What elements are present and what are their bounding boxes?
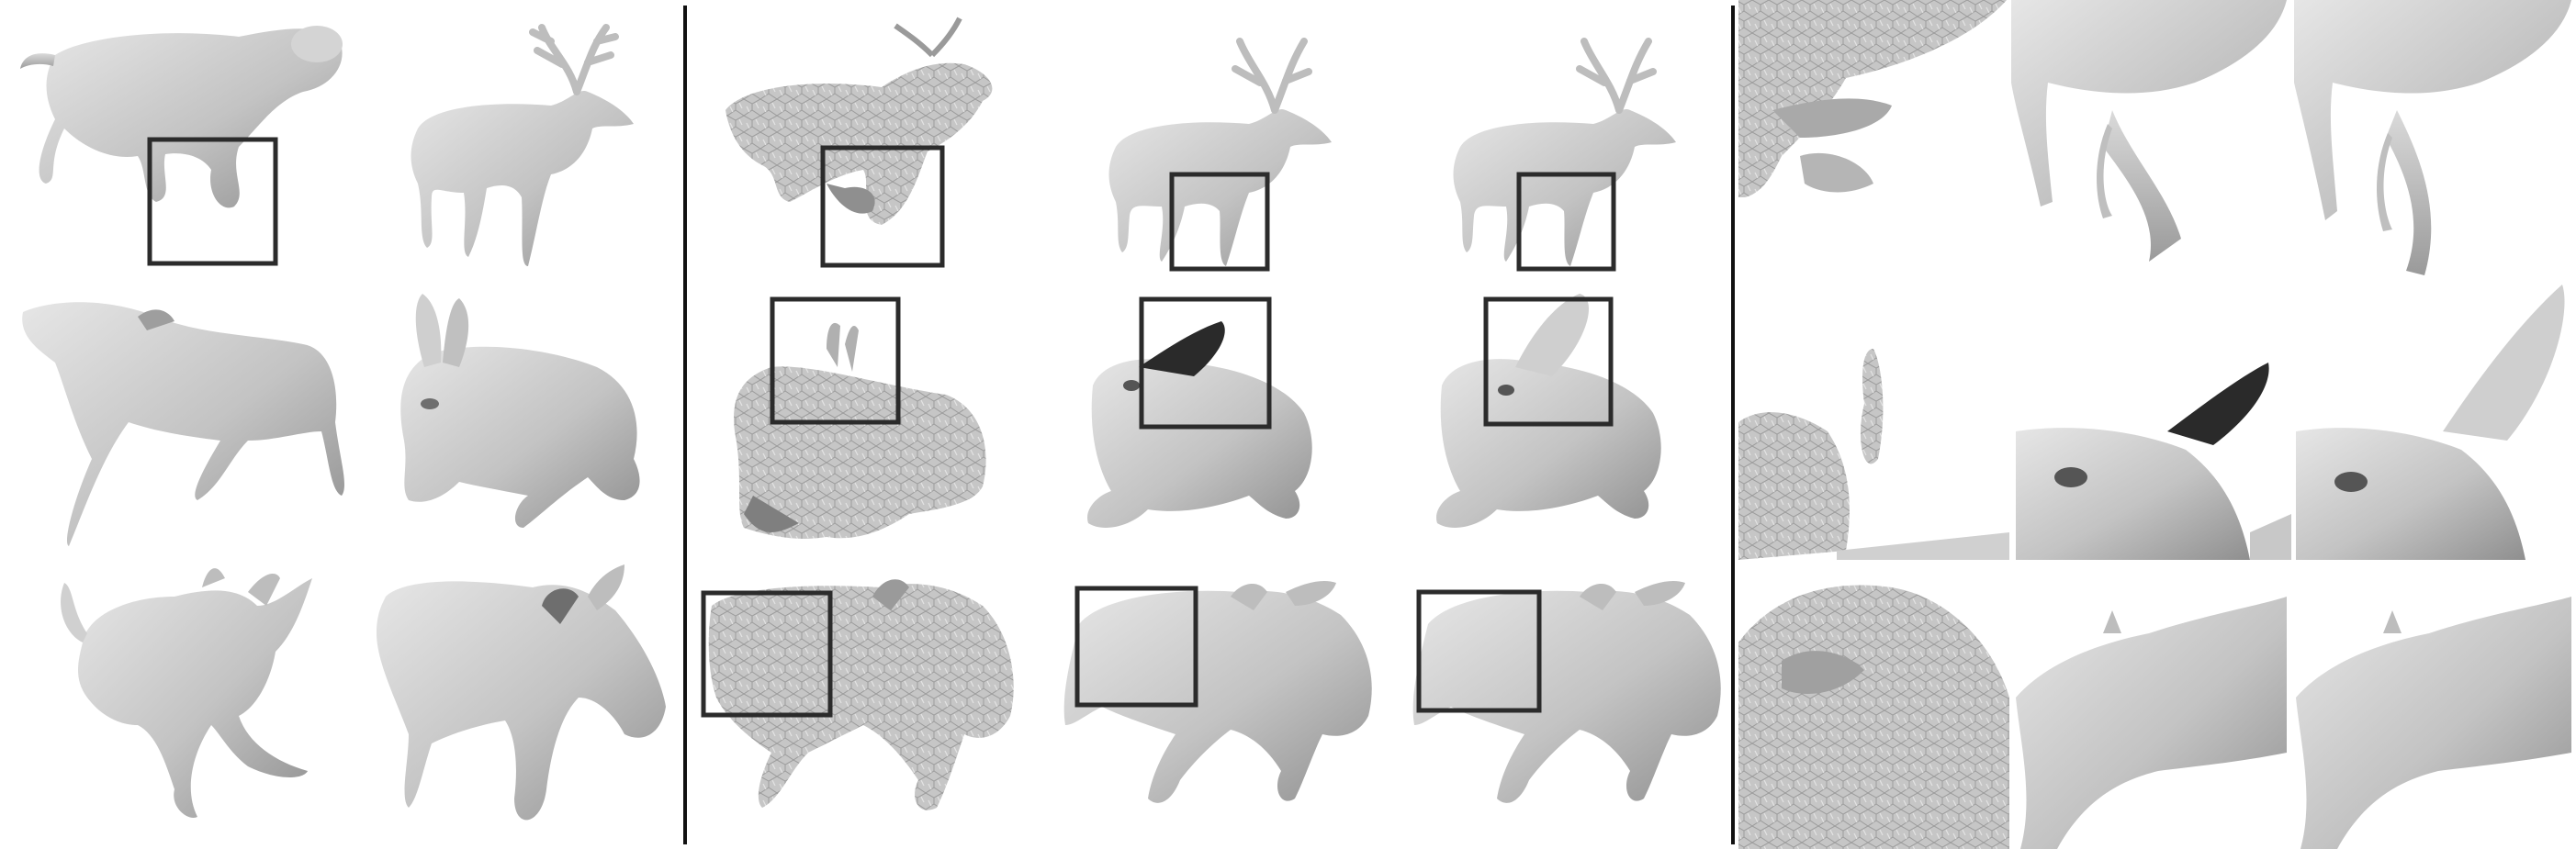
section-source-shapes — [20, 24, 666, 821]
result-deer-method-c — [1453, 38, 1676, 266]
crop-box — [770, 296, 901, 425]
zoom-donkey-method-b — [2016, 597, 2287, 849]
crop-box — [701, 590, 833, 718]
crop-box — [1516, 172, 1616, 272]
section-divider — [1731, 6, 1735, 844]
crop-box — [1169, 172, 1270, 272]
shape-deer — [411, 24, 634, 266]
result-rabbit-method-c — [1436, 294, 1661, 528]
zoom-deer-method-c — [2294, 0, 2571, 275]
result-deer-method-b — [1108, 38, 1332, 266]
section-zoomed-crops — [1738, 0, 2571, 849]
crop-box — [1139, 296, 1272, 430]
zoom-donkey-method-c — [2296, 597, 2571, 849]
result-donkey-method-b — [1063, 581, 1372, 803]
crop-box — [820, 145, 945, 268]
shape-horse — [22, 302, 344, 546]
crop-box — [1483, 296, 1614, 427]
zoom-deer-method-b — [2011, 0, 2287, 262]
result-donkey-method-c — [1412, 581, 1721, 803]
section-mesh-comparisons — [701, 17, 1721, 810]
shape-rabbit — [400, 294, 640, 528]
shape-dog — [61, 568, 312, 818]
section-divider — [683, 6, 687, 844]
shape-donkey — [377, 564, 666, 821]
shape-lioness — [20, 26, 343, 208]
zoom-rabbit-method-b — [2016, 363, 2291, 560]
zoom-donkey-method-a — [1738, 585, 2009, 849]
zoom-deer-method-a — [1738, 0, 2009, 225]
zoom-rabbit-method-a — [1738, 349, 2009, 560]
crop-box — [147, 137, 278, 266]
result-deer-method-a — [726, 17, 993, 225]
zoom-rabbit-method-c — [2296, 285, 2565, 560]
result-rabbit-method-a — [734, 322, 986, 539]
crop-box — [1074, 586, 1198, 708]
result-donkey-method-a — [708, 579, 1014, 810]
crop-box — [1416, 589, 1542, 713]
